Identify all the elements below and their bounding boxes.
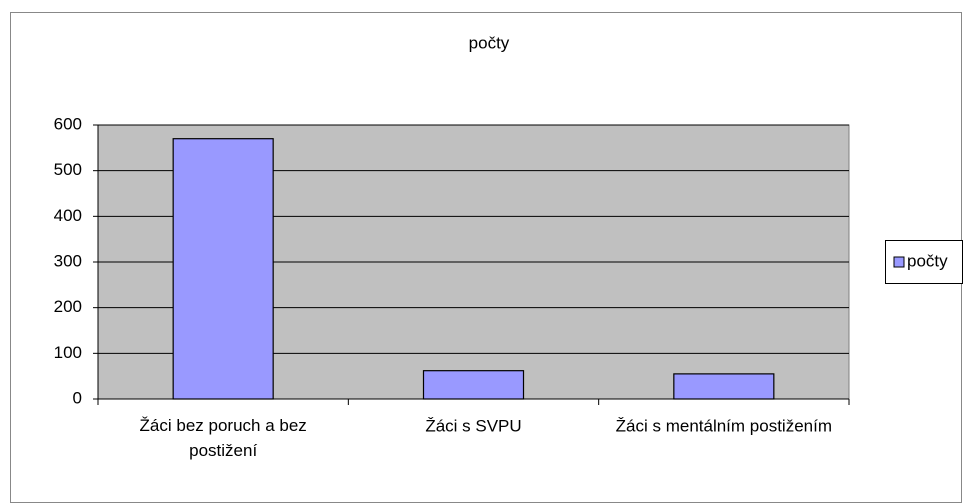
y-tick-label: 600 (54, 114, 82, 133)
bar (673, 373, 775, 400)
x-tick-label: Žáci bez poruch a bez postižení (140, 416, 307, 460)
x-tick-label: Žáci s mentálním postižením (616, 416, 832, 435)
bar (172, 138, 274, 400)
y-tick-label: 300 (54, 251, 82, 270)
legend-label: počty (907, 251, 948, 270)
bar (422, 370, 525, 400)
x-tick-label: Žáci s SVPU (425, 416, 521, 435)
y-tick-label: 400 (54, 206, 82, 225)
y-tick-label: 200 (54, 297, 82, 316)
y-tick-label: 100 (54, 343, 82, 362)
y-tick-label: 500 (54, 160, 82, 179)
y-tick-label: 0 (73, 388, 82, 407)
x-tick-label-line: Žáci bez poruch a bez (140, 416, 307, 435)
chart-title: počty (469, 33, 510, 52)
x-tick-label-line: postižení (189, 441, 257, 460)
legend-swatch (893, 256, 905, 268)
